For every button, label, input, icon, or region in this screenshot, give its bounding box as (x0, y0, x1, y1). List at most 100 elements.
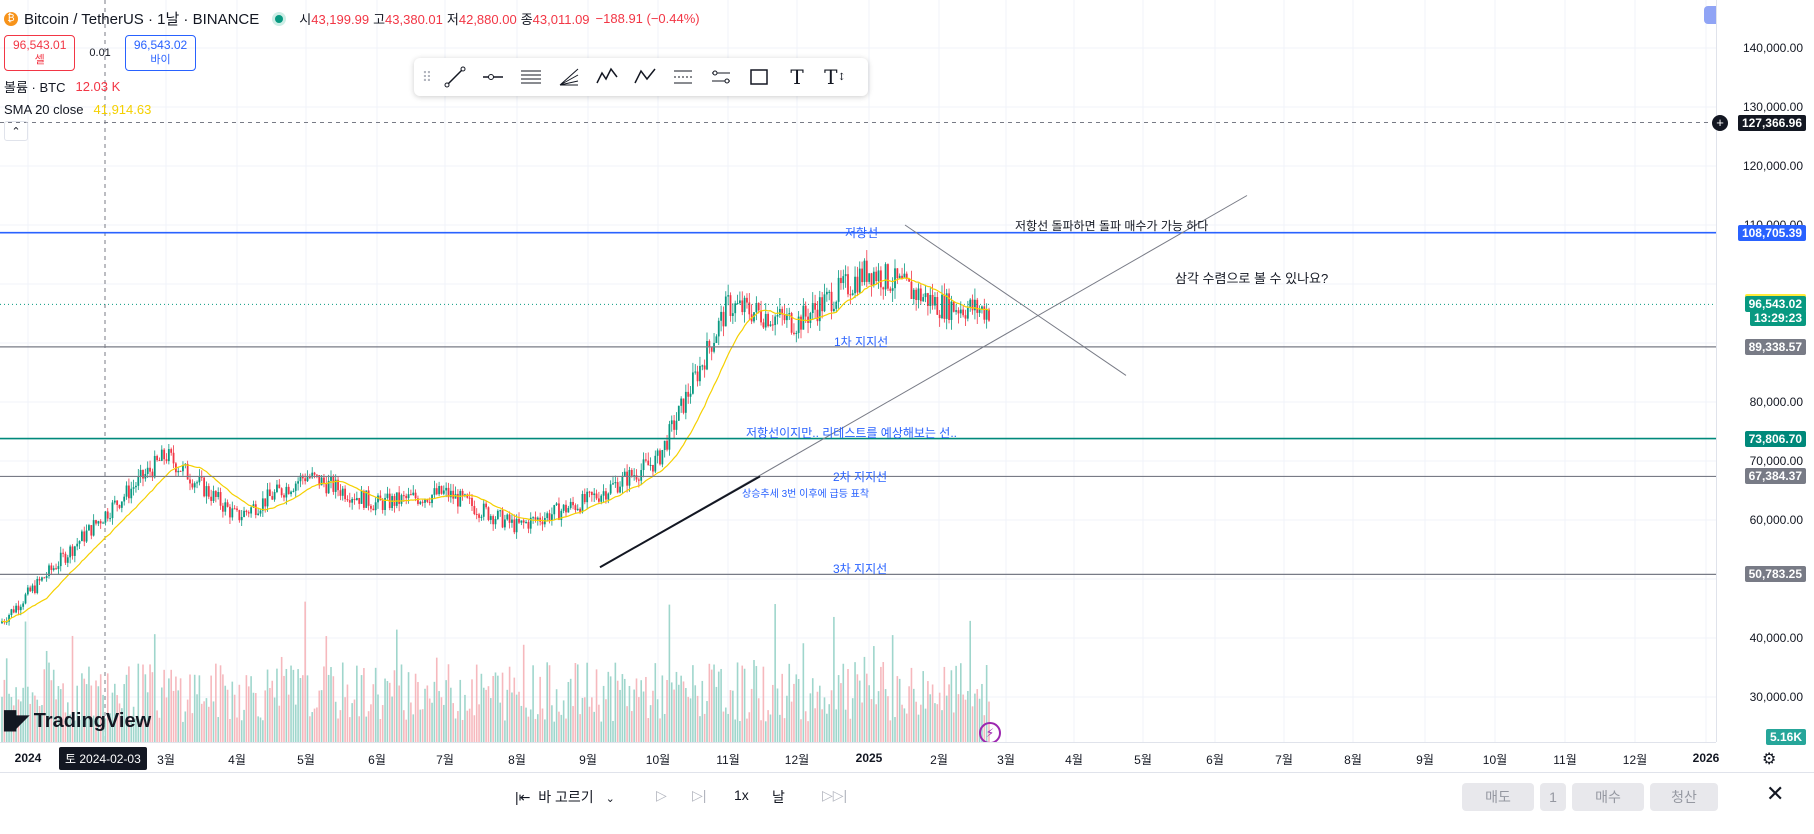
volume-bar (17, 699, 20, 742)
volume-bar (123, 684, 125, 742)
candle-body (226, 502, 229, 507)
volume-bar (323, 666, 325, 742)
volume-bar (631, 711, 633, 742)
volume-bar (819, 685, 821, 742)
candle-body (736, 303, 739, 305)
snapshot-icon[interactable] (1704, 6, 1716, 24)
chevron-up-icon[interactable]: ⌃ (4, 121, 28, 141)
volume-bar (713, 664, 715, 742)
volume-bar (640, 680, 642, 742)
candle-body (452, 490, 455, 499)
volume-bar (985, 665, 988, 742)
candle-body (428, 501, 431, 504)
volume-bar (57, 686, 60, 742)
interval-value[interactable]: 날 (772, 789, 785, 805)
drag-handle-icon[interactable]: ⠿ (421, 68, 433, 85)
trend-line-icon[interactable] (438, 62, 472, 92)
candle-body (642, 459, 645, 471)
volume-bar (393, 670, 396, 742)
volume-bar (668, 604, 671, 742)
candle-body (165, 459, 168, 462)
volume-bar (645, 676, 647, 742)
candle-body (727, 295, 730, 297)
buy-price-button[interactable]: 96,543.02 바이 (124, 35, 197, 71)
volume-bar (433, 681, 436, 742)
candle-body (106, 511, 109, 519)
text-size-icon[interactable]: T ↕ (824, 65, 846, 89)
volume-row[interactable]: 볼륨 · BTC 12.03 K (4, 77, 700, 96)
triangle-question[interactable]: 삼각 수렴으로 볼 수 있나요? (1175, 271, 1329, 286)
uptrend-note[interactable]: 상승추세 3번 이후에 급등 표착 (742, 489, 870, 500)
price-chart[interactable] (0, 0, 1716, 742)
price-axis[interactable]: 140,000.00130,000.00120,000.00110,000.00… (1716, 0, 1814, 745)
volume-bar (459, 679, 462, 742)
candle-body (870, 273, 873, 286)
candle-body (210, 496, 213, 501)
volume-bar (544, 719, 546, 742)
candle-body (931, 294, 934, 306)
candle-body (334, 479, 337, 492)
candle-body (905, 273, 908, 279)
candle-body (565, 504, 567, 513)
sell-price-button[interactable]: 96,543.01 셀 (4, 35, 76, 71)
tradingview-logo[interactable]: ▉◤ TradingView (4, 710, 151, 733)
candle-body (111, 502, 114, 519)
volume-bar (125, 674, 128, 742)
candle-body (487, 507, 490, 520)
volume-bar (269, 688, 271, 742)
chart-area[interactable]: ₿ Bitcoin / TetherUS · 1날 · BINANCE 시43,… (0, 0, 1716, 742)
time-axis[interactable]: ⚙ 2024 3월 4월 5월 6월 7월 8월 9월 10월 11월 12월 2025 2월 3월 4월 5… (0, 742, 1776, 773)
replay-select[interactable]: |⇤ 바 고르기 ⌄ (515, 787, 615, 807)
candle-body (945, 293, 948, 319)
candle-body (793, 332, 795, 334)
parallel-channel-icon[interactable] (514, 62, 548, 92)
lightning-icon[interactable]: ⚡ (979, 722, 1001, 742)
volume-bar (520, 705, 523, 742)
volume-bar (576, 664, 579, 742)
retest-label[interactable]: 저항선이지만.. 리테스트를 예상해보는 선.. (746, 426, 958, 440)
jump-to-realtime-icon[interactable]: ▷▷| (822, 787, 848, 803)
candle-body (706, 341, 708, 370)
speed-value[interactable]: 1x (734, 787, 749, 803)
volume-bar (537, 714, 539, 742)
candle-body (189, 479, 191, 484)
ohlc-value: 42,880.00 (458, 12, 517, 27)
sma-row[interactable]: SMA 20 close 41,914.63 (4, 102, 700, 117)
volume-bar (753, 660, 755, 742)
breakout-note[interactable]: 저항선 돌파하면 돌파 매수가 가능 하다 (1015, 219, 1209, 233)
rectangle-icon[interactable] (742, 62, 776, 92)
settings-gear-icon[interactable]: ⚙ (1762, 751, 1777, 768)
support2-label[interactable]: 2차 지지선 (833, 470, 888, 484)
play-icon[interactable]: ▷ (656, 787, 667, 803)
volume-bar (715, 686, 718, 742)
position-icon[interactable] (666, 62, 700, 92)
sell-button[interactable]: 매도 (1462, 783, 1534, 811)
volume-bar (48, 662, 50, 742)
candle-body (555, 503, 558, 506)
resistance-label[interactable]: 저항선 (845, 226, 879, 240)
ohlc-label: 고 (373, 12, 386, 27)
support1-label[interactable]: 1차 지지선 (834, 335, 889, 349)
pattern-12345-icon[interactable] (590, 62, 624, 92)
support3-label[interactable]: 3차 지지선 (833, 562, 888, 576)
candle-body (757, 303, 760, 311)
close-icon[interactable]: ✕ (1766, 781, 1785, 806)
range-icon[interactable] (704, 62, 738, 92)
volume-bar (475, 664, 478, 742)
candle-body (167, 449, 170, 462)
horizontal-ray-icon[interactable] (476, 62, 510, 92)
fib-fan-icon[interactable] (552, 62, 586, 92)
pattern-abcd-icon[interactable] (628, 62, 662, 92)
close-position-button[interactable]: 청산 (1650, 783, 1718, 811)
symbol-title[interactable]: Bitcoin / TetherUS · 1날 · BINANCE (24, 11, 260, 28)
volume-bar (405, 719, 407, 742)
volume-bar (417, 682, 419, 742)
quantity-field[interactable]: 1 (1540, 783, 1566, 811)
volume-bar (76, 685, 78, 742)
add-alert-icon[interactable]: + (1712, 115, 1728, 131)
text-icon[interactable]: T (790, 65, 804, 89)
step-forward-icon[interactable]: ▷| (692, 787, 707, 803)
volume-bar (238, 684, 241, 742)
buy-button[interactable]: 매수 (1572, 783, 1644, 811)
candle-body (116, 500, 119, 505)
